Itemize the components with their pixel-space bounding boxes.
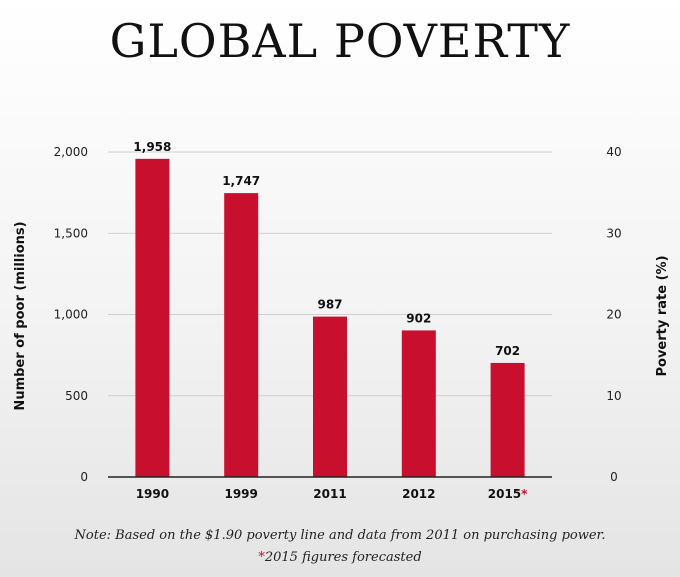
forecast-note-text: 2015 figures forecasted [264,550,422,565]
x-tick-label: 2012 [402,487,435,501]
y2-tick-label: 0 [610,470,618,484]
y-tick-label: 1,500 [54,226,88,240]
data-labels: 1,958 1,747 987 902 702 [133,140,520,358]
x-tick-label: 1990 [136,487,169,501]
footnote: Note: Based on the $1.90 poverty line an… [74,528,606,543]
data-label: 1,958 [133,140,171,154]
y2-tick-label: 20 [606,308,621,322]
y2-axis-ticks: 0 10 20 30 40 [606,145,621,484]
y2-tick-label: 40 [606,145,621,159]
data-label: 702 [495,344,520,358]
y-tick-label: 0 [80,470,88,484]
y-axis-label: Number of poor (millions) [13,221,28,410]
data-label: 1,747 [222,174,260,188]
y-tick-label: 2,000 [54,145,88,159]
forecast-note: *2015 figures forecasted [0,550,680,565]
x-tick-label: 2015* [488,487,528,501]
y-tick-label: 500 [65,389,88,403]
data-label: 987 [317,298,342,312]
bar [224,193,259,478]
forecast-asterisk: * [521,487,528,501]
bar [401,330,436,477]
x-tick-label: 2011 [313,487,346,501]
y-tick-label: 1,000 [54,308,88,322]
bar [490,362,525,477]
asterisk: * [258,550,265,565]
y-axis-ticks: 0 500 1,000 1,500 2,000 [54,145,88,484]
bars [135,158,525,478]
y2-tick-label: 10 [606,389,621,403]
x-tick-label: 1999 [224,487,257,501]
y2-tick-label: 30 [606,226,621,240]
bar [313,316,347,477]
chart-title: GLOBAL POVERTY [109,14,571,68]
bar [135,158,170,477]
x-axis-ticks: 1990 1999 2011 2012 2015* [136,487,528,501]
y2-axis-label: Poverty rate (%) [655,255,670,376]
gridlines [108,151,552,397]
data-label: 902 [406,311,431,325]
